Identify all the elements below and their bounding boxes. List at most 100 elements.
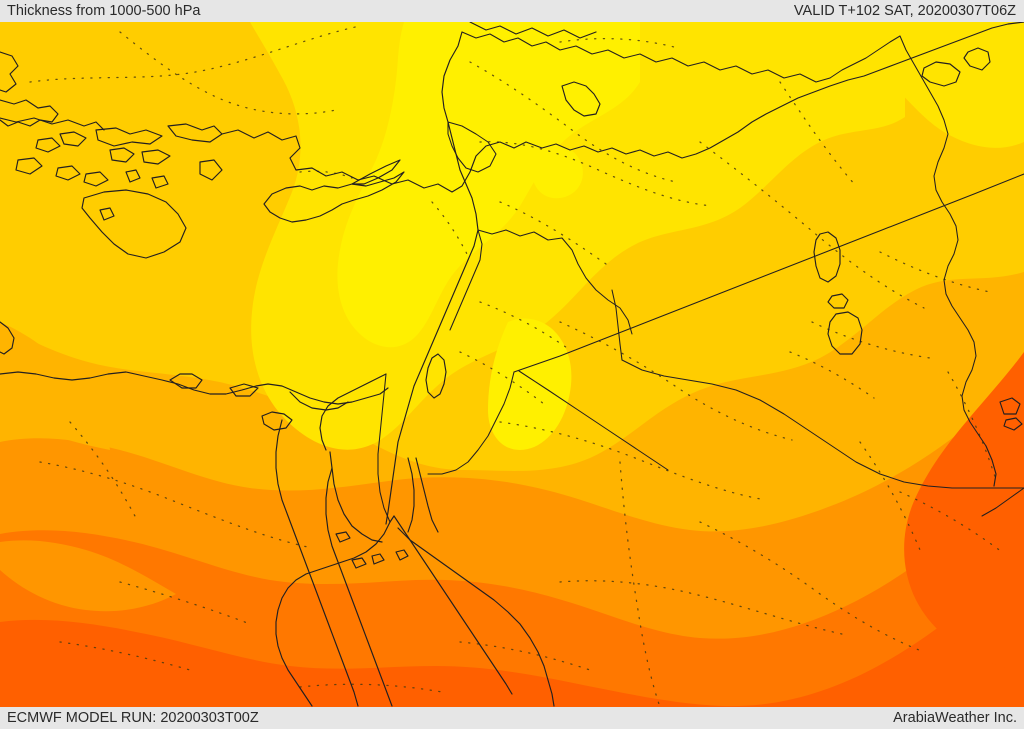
coast-island-red-sea-1: [351, 557, 367, 569]
map-stage: [0, 22, 1024, 707]
coast-sinai-gulf-of-aqaba: [393, 515, 513, 695]
coastline-layer: [0, 22, 1024, 707]
coast-island-3: [167, 123, 223, 143]
coast-left-edge: [0, 321, 15, 355]
coast-red-sea-east: [397, 527, 555, 707]
admin-saudi-interior-6: [859, 441, 921, 551]
coast-qatar-south: [827, 311, 863, 355]
admin-saudi-interior-2: [499, 421, 767, 501]
coast-levant: [385, 31, 479, 525]
coast-aqaba-east: [415, 457, 439, 533]
coast-lake-assad: [561, 81, 601, 117]
coast-gulf-island-2: [1003, 417, 1023, 431]
coast-aegean-islet-1: [125, 169, 141, 183]
admin-egypt-interior-2: [119, 581, 251, 625]
coast-north-africa: [0, 371, 389, 405]
admin-jordan-interior-2: [459, 351, 545, 405]
band-red-orange: [0, 550, 1024, 707]
band-amber-southwest: [0, 540, 176, 612]
border-lebanon: [447, 121, 497, 173]
model-run-label: ECMWF MODEL RUN: 20200303T00Z: [7, 709, 259, 726]
coast-island-red-sea-3: [335, 531, 351, 543]
coast-crete: [81, 189, 187, 259]
admin-east-2: [899, 491, 1003, 553]
coast-island-4: [109, 147, 135, 163]
coast-lake-urmia: [963, 47, 991, 71]
header-bar: Thickness from 1000-500 hPa VALID T+102 …: [0, 0, 1024, 22]
border-uae-saudi: [981, 487, 1024, 517]
coast-island-red-sea-2: [371, 553, 385, 565]
admin-boundary-layer: [29, 25, 1003, 707]
admin-iraq-interior-1: [699, 141, 925, 309]
band-deep-orange: [0, 466, 1024, 707]
admin-saudi-interior-4: [559, 580, 843, 635]
page-title: Thickness from 1000-500 hPa: [7, 2, 201, 19]
band-brightest-yellow: [337, 22, 640, 348]
valid-time-label: VALID T+102 SAT, 20200307T06Z: [793, 2, 1016, 19]
coast-turkey-north: [469, 22, 597, 39]
coast-red-sea-west: [325, 467, 393, 707]
coast-island-6: [35, 137, 61, 153]
admin-syria-interior-3: [499, 201, 607, 265]
border-jordan-saudi-southwest: [427, 371, 515, 475]
coast-lake-van: [921, 61, 961, 87]
coast-north-africa-detail-2: [229, 383, 259, 397]
thickness-fill-layer: [0, 22, 1024, 707]
coast-qatar: [813, 231, 841, 283]
admin-iraq-interior-3: [879, 251, 991, 293]
admin-egypt-interior-4: [69, 421, 137, 519]
border-jordan-westbank: [449, 229, 483, 331]
coast-greek-mainland: [0, 51, 19, 93]
coast-greek-peninsula-1: [0, 99, 59, 127]
border-egypt-israel: [377, 373, 391, 523]
band-amber-northwest: [0, 322, 110, 450]
admin-turkey-interior-2: [119, 31, 337, 115]
coast-cyprus: [263, 171, 405, 223]
border-israel-jordan-syria: [477, 229, 633, 335]
coast-gulf-aqaba-head: [407, 457, 415, 533]
coast-gulf-island-1: [999, 397, 1021, 415]
coast-persian-gulf: [985, 445, 997, 487]
admin-iraq-interior-2: [779, 81, 857, 187]
band-brightest-yellow-spot-north: [532, 146, 583, 199]
border-iraq-iran: [899, 35, 987, 447]
coast-island-rhodes: [199, 159, 223, 181]
coast-aegean-north: [0, 117, 105, 131]
admin-east-1: [947, 371, 997, 481]
coast-dead-sea: [425, 353, 447, 399]
admin-saudi-interior-5: [699, 521, 925, 653]
border-turkey-iraq: [829, 35, 901, 79]
border-syria-turkey: [461, 31, 831, 83]
coast-island-5: [141, 149, 171, 165]
admin-turkey-interior-1: [29, 25, 361, 83]
coast-island-small-1: [99, 207, 115, 221]
coast-island-9: [83, 171, 109, 187]
border-jordan-saudi-east: [621, 359, 1024, 489]
admin-cyprus-interior: [299, 170, 353, 179]
band-red-orange-southeast-lobe: [904, 352, 1024, 672]
coast-nile-delta: [261, 411, 293, 431]
brand-label: ArabiaWeather Inc.: [893, 709, 1017, 726]
coast-island-2: [95, 127, 163, 147]
coast-island-8: [55, 165, 81, 181]
coast-island-7: [15, 157, 43, 175]
coast-cyprus-cape: [351, 159, 401, 185]
coast-sinai-gulf-of-suez: [275, 521, 391, 707]
border-jordan-iraq-diagonal: [518, 370, 669, 471]
admin-syria-interior-1: [469, 61, 677, 183]
border-jordan-saudi-vertical: [611, 289, 623, 361]
coast-aegean-islet-2: [151, 175, 169, 189]
coast-island-1: [59, 131, 87, 147]
coast-turkey-south: [221, 22, 1024, 193]
coast-sinai-north: [319, 373, 387, 451]
footer-bar: ECMWF MODEL RUN: 20200303T00Z ArabiaWeat…: [0, 707, 1024, 729]
band-brightest-yellow-south-tongue: [488, 318, 572, 450]
coast-egypt-med-bay: [289, 391, 349, 411]
admin-iraq-interior-4: [811, 321, 931, 359]
coast-suez-canal-west: [329, 451, 383, 543]
coast-island-tiran: [395, 549, 409, 561]
admin-egypt-interior-1: [39, 461, 313, 549]
band-yellow-northeast: [838, 22, 1024, 148]
map-viewport[interactable]: [0, 22, 1024, 707]
